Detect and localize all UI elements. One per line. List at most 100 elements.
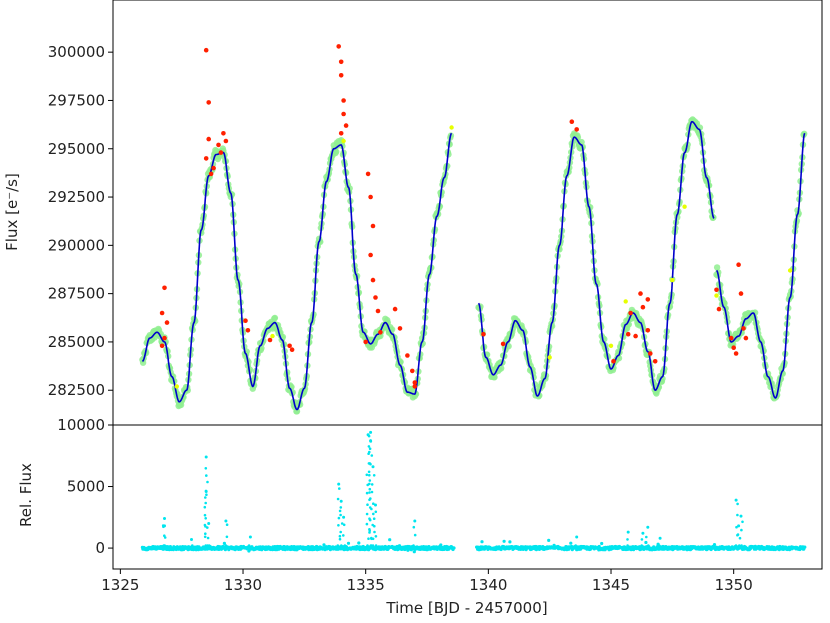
flux-outlier-point — [611, 359, 616, 364]
time-x-tick-label: 1335 — [347, 576, 385, 594]
relative-flux-spike-point — [740, 528, 743, 532]
relative-flux-spike-point — [370, 490, 374, 494]
relative-flux-spike-point — [367, 537, 370, 540]
relative-flux-spike-peak — [342, 515, 346, 519]
flux-outlier-point — [203, 156, 209, 161]
flux-outlier-point — [500, 341, 506, 347]
relative-flux-spike-peak — [248, 535, 252, 539]
relative-flux-plot-area — [140, 430, 807, 554]
flux-highlight-point — [341, 138, 346, 144]
flux-outlier-point — [645, 328, 651, 333]
relative-flux-spike-point — [738, 544, 741, 547]
relative-flux-spike-point — [368, 529, 372, 532]
relative-flux-spike-point — [373, 530, 376, 534]
flux-model-line-segment-1 — [477, 120, 715, 397]
relative-flux-spike-point — [574, 544, 577, 547]
relative-flux-spike-point — [207, 544, 211, 547]
relative-flux-point — [600, 541, 604, 546]
relative-flux-spike-point — [366, 503, 369, 507]
flux-y-tick-label: 295000 — [48, 140, 105, 158]
flux-outlier-point — [728, 335, 734, 341]
relative-flux-spike-point — [204, 525, 207, 528]
flux-data-point — [333, 148, 340, 155]
flux-data-point — [713, 264, 721, 271]
flux-y-tick-label: 290000 — [48, 236, 105, 254]
flux-y-tick-label: 282500 — [48, 381, 105, 399]
flux-model-line-segment-2 — [716, 132, 806, 399]
flux-outlier-point — [211, 165, 216, 171]
flux-outlier-point — [375, 308, 381, 314]
flux-outlier-point — [370, 223, 376, 229]
relative-flux-spike-point — [734, 544, 738, 547]
relative-flux-spike-point — [373, 524, 376, 528]
flux-outlier-point — [245, 328, 251, 333]
relative-flux-spike-point — [372, 502, 375, 506]
flux-outlier-point — [378, 330, 383, 335]
relative-flux-spike-point — [343, 544, 347, 547]
relative-flux-point — [502, 539, 506, 543]
relative-flux-spike-peak — [366, 433, 370, 437]
flux-outlier-point — [625, 331, 631, 337]
flux-data-point — [536, 392, 543, 399]
relative-flux-spike-point — [736, 513, 739, 517]
relative-flux-y-tick-label: 10000 — [57, 416, 105, 434]
relative-flux-spike-point — [163, 534, 166, 537]
relative-flux-spike-point — [741, 520, 744, 524]
relative-flux-spike-point — [368, 482, 371, 486]
relative-flux-spike-point — [204, 467, 208, 470]
relative-flux-spike-point — [645, 535, 648, 539]
flux-highlight-point — [608, 343, 614, 348]
flux-highlight-point — [174, 384, 179, 389]
flux-outlier-point — [221, 131, 226, 136]
relative-flux-spike-point — [340, 544, 343, 547]
flux-outlier-point — [652, 359, 658, 364]
flux-data-point — [271, 314, 279, 322]
relative-flux-point — [427, 545, 431, 549]
flux-outlier-point — [741, 326, 746, 331]
relative-flux-spike-point — [365, 522, 369, 526]
flux-outlier-point — [208, 171, 214, 177]
time-x-tick-label: 1330 — [224, 576, 262, 594]
relative-flux-spike-point — [204, 501, 207, 505]
relative-flux-point — [322, 543, 326, 547]
relative-flux-spike-point — [204, 544, 208, 547]
relative-flux-spike-point — [338, 509, 342, 513]
relative-flux-spike-point — [368, 479, 372, 482]
relative-flux-spike-point — [225, 523, 229, 526]
relative-flux-spike-point — [336, 497, 340, 501]
relative-flux-spikes — [161, 430, 744, 547]
relative-flux-spike-point — [368, 487, 372, 491]
flux-y-axis-label: Flux [e⁻/s] — [3, 173, 21, 251]
time-x-tick-label: 1350 — [715, 576, 753, 594]
relative-flux-spike-point — [640, 538, 644, 541]
flux-outlier-point — [569, 119, 575, 124]
flux-y-tick-label: 285000 — [48, 333, 105, 351]
relative-flux-point — [357, 541, 361, 545]
relative-flux-spike-point — [368, 491, 371, 494]
relative-flux-spike-peak — [339, 499, 343, 503]
relative-flux-spike-point — [369, 462, 372, 466]
relative-flux-point — [439, 543, 443, 547]
flux-outlier-points — [159, 44, 749, 389]
flux-outlier-point — [368, 194, 373, 200]
flux-outlier-point — [206, 100, 211, 105]
flux-outlier-point — [574, 127, 579, 132]
flux-y-ticks: 282500 285000 287500 290000 292500 295000 2975… — [48, 43, 113, 399]
relative-flux-spike-point — [340, 522, 344, 525]
flux-outlier-point — [743, 335, 749, 341]
relative-flux-spike-point — [371, 537, 375, 541]
relative-flux-spike-peak — [413, 519, 417, 523]
relative-flux-spike-point — [206, 536, 210, 540]
flux-outlier-point — [162, 285, 167, 291]
relative-flux-spike-point — [412, 525, 416, 529]
flux-outlier-point — [638, 291, 643, 296]
relative-flux-spike-peak — [163, 524, 166, 528]
flux-outlier-point — [373, 295, 378, 300]
relative-flux-spike-point — [738, 536, 742, 540]
relative-flux-spike-point — [204, 532, 207, 535]
flux-highlight-point — [270, 333, 275, 339]
flux-y-tick-label: 287500 — [48, 285, 105, 303]
flux-outlier-point — [343, 123, 349, 128]
relative-flux-spike-point — [203, 505, 207, 509]
